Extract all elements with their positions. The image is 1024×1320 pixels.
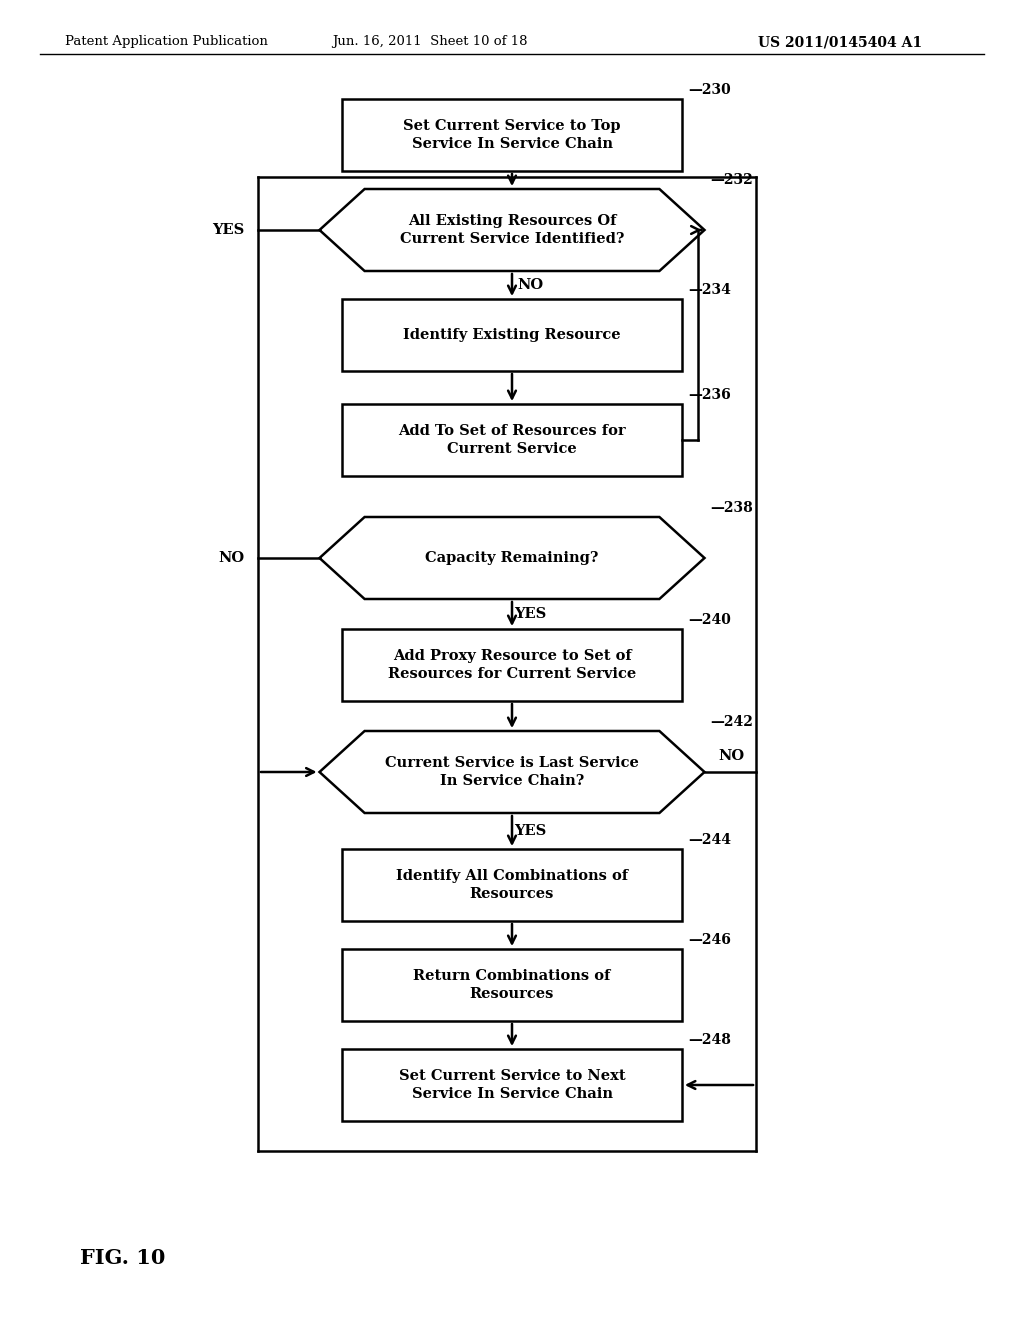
Text: NO: NO bbox=[218, 550, 244, 565]
Text: FIG. 10: FIG. 10 bbox=[80, 1247, 165, 1269]
Bar bbox=[342, 949, 682, 1020]
Text: Identify Existing Resource: Identify Existing Resource bbox=[403, 327, 621, 342]
Text: —244: —244 bbox=[688, 833, 731, 847]
Polygon shape bbox=[319, 189, 705, 271]
Text: All Existing Resources Of
Current Service Identified?: All Existing Resources Of Current Servic… bbox=[399, 214, 625, 247]
Polygon shape bbox=[319, 517, 705, 599]
Polygon shape bbox=[319, 731, 705, 813]
Text: Add To Set of Resources for
Current Service: Add To Set of Resources for Current Serv… bbox=[398, 424, 626, 457]
Text: US 2011/0145404 A1: US 2011/0145404 A1 bbox=[758, 36, 922, 49]
Bar bbox=[342, 630, 682, 701]
Text: —230: —230 bbox=[688, 83, 731, 96]
Bar bbox=[342, 849, 682, 921]
Text: Return Combinations of
Resources: Return Combinations of Resources bbox=[414, 969, 610, 1001]
Text: —234: —234 bbox=[688, 282, 731, 297]
Text: YES: YES bbox=[514, 824, 546, 838]
Text: —238: —238 bbox=[711, 502, 754, 515]
Text: Set Current Service to Top
Service In Service Chain: Set Current Service to Top Service In Se… bbox=[403, 119, 621, 152]
Text: —248: —248 bbox=[688, 1034, 731, 1047]
Text: Patent Application Publication: Patent Application Publication bbox=[65, 36, 268, 49]
Text: —236: —236 bbox=[688, 388, 731, 403]
Text: YES: YES bbox=[514, 607, 546, 620]
Text: YES: YES bbox=[212, 223, 244, 238]
Text: —246: —246 bbox=[688, 933, 731, 946]
Bar bbox=[342, 99, 682, 172]
Bar bbox=[342, 1049, 682, 1121]
Text: Set Current Service to Next
Service In Service Chain: Set Current Service to Next Service In S… bbox=[398, 1069, 626, 1101]
Text: —232: —232 bbox=[711, 173, 754, 187]
Text: —240: —240 bbox=[688, 612, 731, 627]
Text: NO: NO bbox=[517, 279, 543, 292]
Text: Add Proxy Resource to Set of
Resources for Current Service: Add Proxy Resource to Set of Resources f… bbox=[388, 649, 636, 681]
Text: Current Service is Last Service
In Service Chain?: Current Service is Last Service In Servi… bbox=[385, 756, 639, 788]
Bar bbox=[342, 300, 682, 371]
Text: Identify All Combinations of
Resources: Identify All Combinations of Resources bbox=[396, 869, 628, 902]
Text: Capacity Remaining?: Capacity Remaining? bbox=[425, 550, 599, 565]
Bar bbox=[342, 404, 682, 477]
Text: —242: —242 bbox=[711, 715, 754, 729]
Text: NO: NO bbox=[719, 748, 744, 763]
Text: Jun. 16, 2011  Sheet 10 of 18: Jun. 16, 2011 Sheet 10 of 18 bbox=[332, 36, 527, 49]
